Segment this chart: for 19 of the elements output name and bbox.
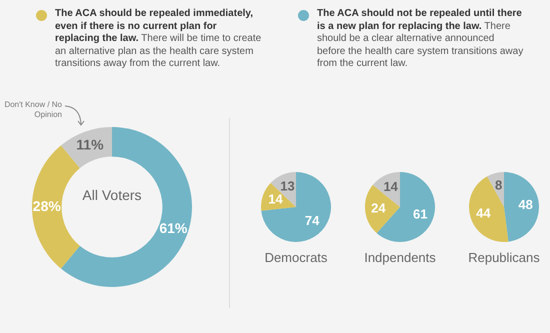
data-label: 28% [32,198,62,214]
data-label: 14 [383,178,399,194]
legend-label: The ACA should be repealed immediately, even if there is no current plan for replacing the law. There will be time to create an alternative plan as the health care system transitions away from the current law. [55,8,262,69]
data-label: 11% [76,136,104,153]
data-label: 61 [413,206,428,222]
data-label: 14 [268,192,284,207]
text: Republicans [467,250,541,266]
data-label: 61% [159,220,188,236]
text: Democrats [264,250,328,266]
data-label: 8 [494,178,502,193]
slice-label: Don't Know / No Opinion [3,100,62,120]
text: All Voters [81,187,143,204]
text: Indpendents [363,250,437,266]
legend-label: The ACA should not be repealed until there is a new plan for replacing the law. There should be a clear alternative announced before the health care system transitions away from the current law. [317,8,524,69]
data-label: 24 [371,200,386,216]
data-label: 44 [476,205,492,220]
data-label: 74 [304,213,320,228]
data-label: 13 [280,178,295,194]
data-label: 48 [518,197,533,212]
